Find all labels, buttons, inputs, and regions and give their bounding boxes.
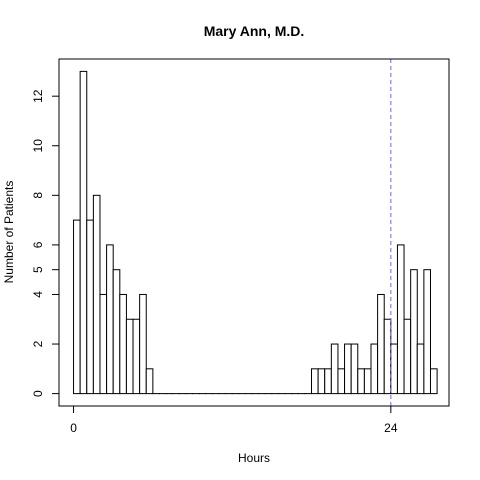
histogram-bar	[370, 343, 379, 395]
y-tick-label: 0	[31, 390, 45, 397]
histogram-bar	[119, 293, 127, 395]
histogram-bar	[423, 269, 431, 395]
histogram-bar	[92, 194, 101, 395]
y-tick-label: 6	[31, 241, 45, 248]
histogram-bar	[86, 219, 94, 395]
histogram-bar	[357, 368, 365, 395]
histogram-bar	[403, 318, 412, 395]
histogram-bar	[106, 244, 114, 395]
histogram-bar	[324, 368, 332, 395]
y-tick-label: 2	[31, 340, 45, 347]
histogram-bar	[363, 368, 372, 395]
chart-title: Mary Ann, M.D.	[204, 23, 305, 39]
y-tick-label: 8	[31, 192, 45, 199]
histogram-bar	[139, 293, 147, 395]
histogram-bar	[416, 343, 425, 395]
histogram-bar	[79, 70, 88, 395]
bars-group	[73, 70, 438, 395]
histogram-bar	[429, 368, 438, 395]
x-tick-label: 0	[70, 421, 77, 435]
y-tick-label: 12	[31, 89, 45, 103]
histogram-bar	[383, 318, 392, 395]
y-axis: 0 2 4 5 6 8 10 12	[31, 89, 60, 397]
histogram-bar	[396, 244, 405, 395]
histogram-bar	[410, 269, 418, 395]
histogram-bar	[99, 293, 108, 395]
y-tick-label: 4	[31, 291, 45, 298]
histogram-bar	[317, 368, 326, 395]
histogram-bar	[390, 343, 398, 395]
histogram-bar	[344, 343, 352, 395]
x-axis-label: Hours	[238, 451, 270, 465]
y-tick-label: 5	[31, 266, 45, 273]
histogram-bar	[132, 318, 141, 395]
histogram-bar	[337, 368, 346, 395]
y-tick-label: 10	[31, 139, 45, 153]
x-axis: 0 24	[70, 405, 398, 435]
y-axis-label: Number of Patients	[2, 181, 16, 284]
histogram-bar	[145, 368, 154, 395]
histogram-bar	[377, 293, 385, 395]
histogram-bar	[125, 318, 134, 395]
histogram-bar	[330, 343, 339, 395]
x-tick-label: 24	[384, 421, 398, 435]
histogram-bar	[350, 343, 359, 395]
histogram-bar	[112, 269, 121, 395]
histogram-bar	[73, 219, 81, 395]
histogram-bar	[311, 368, 319, 395]
